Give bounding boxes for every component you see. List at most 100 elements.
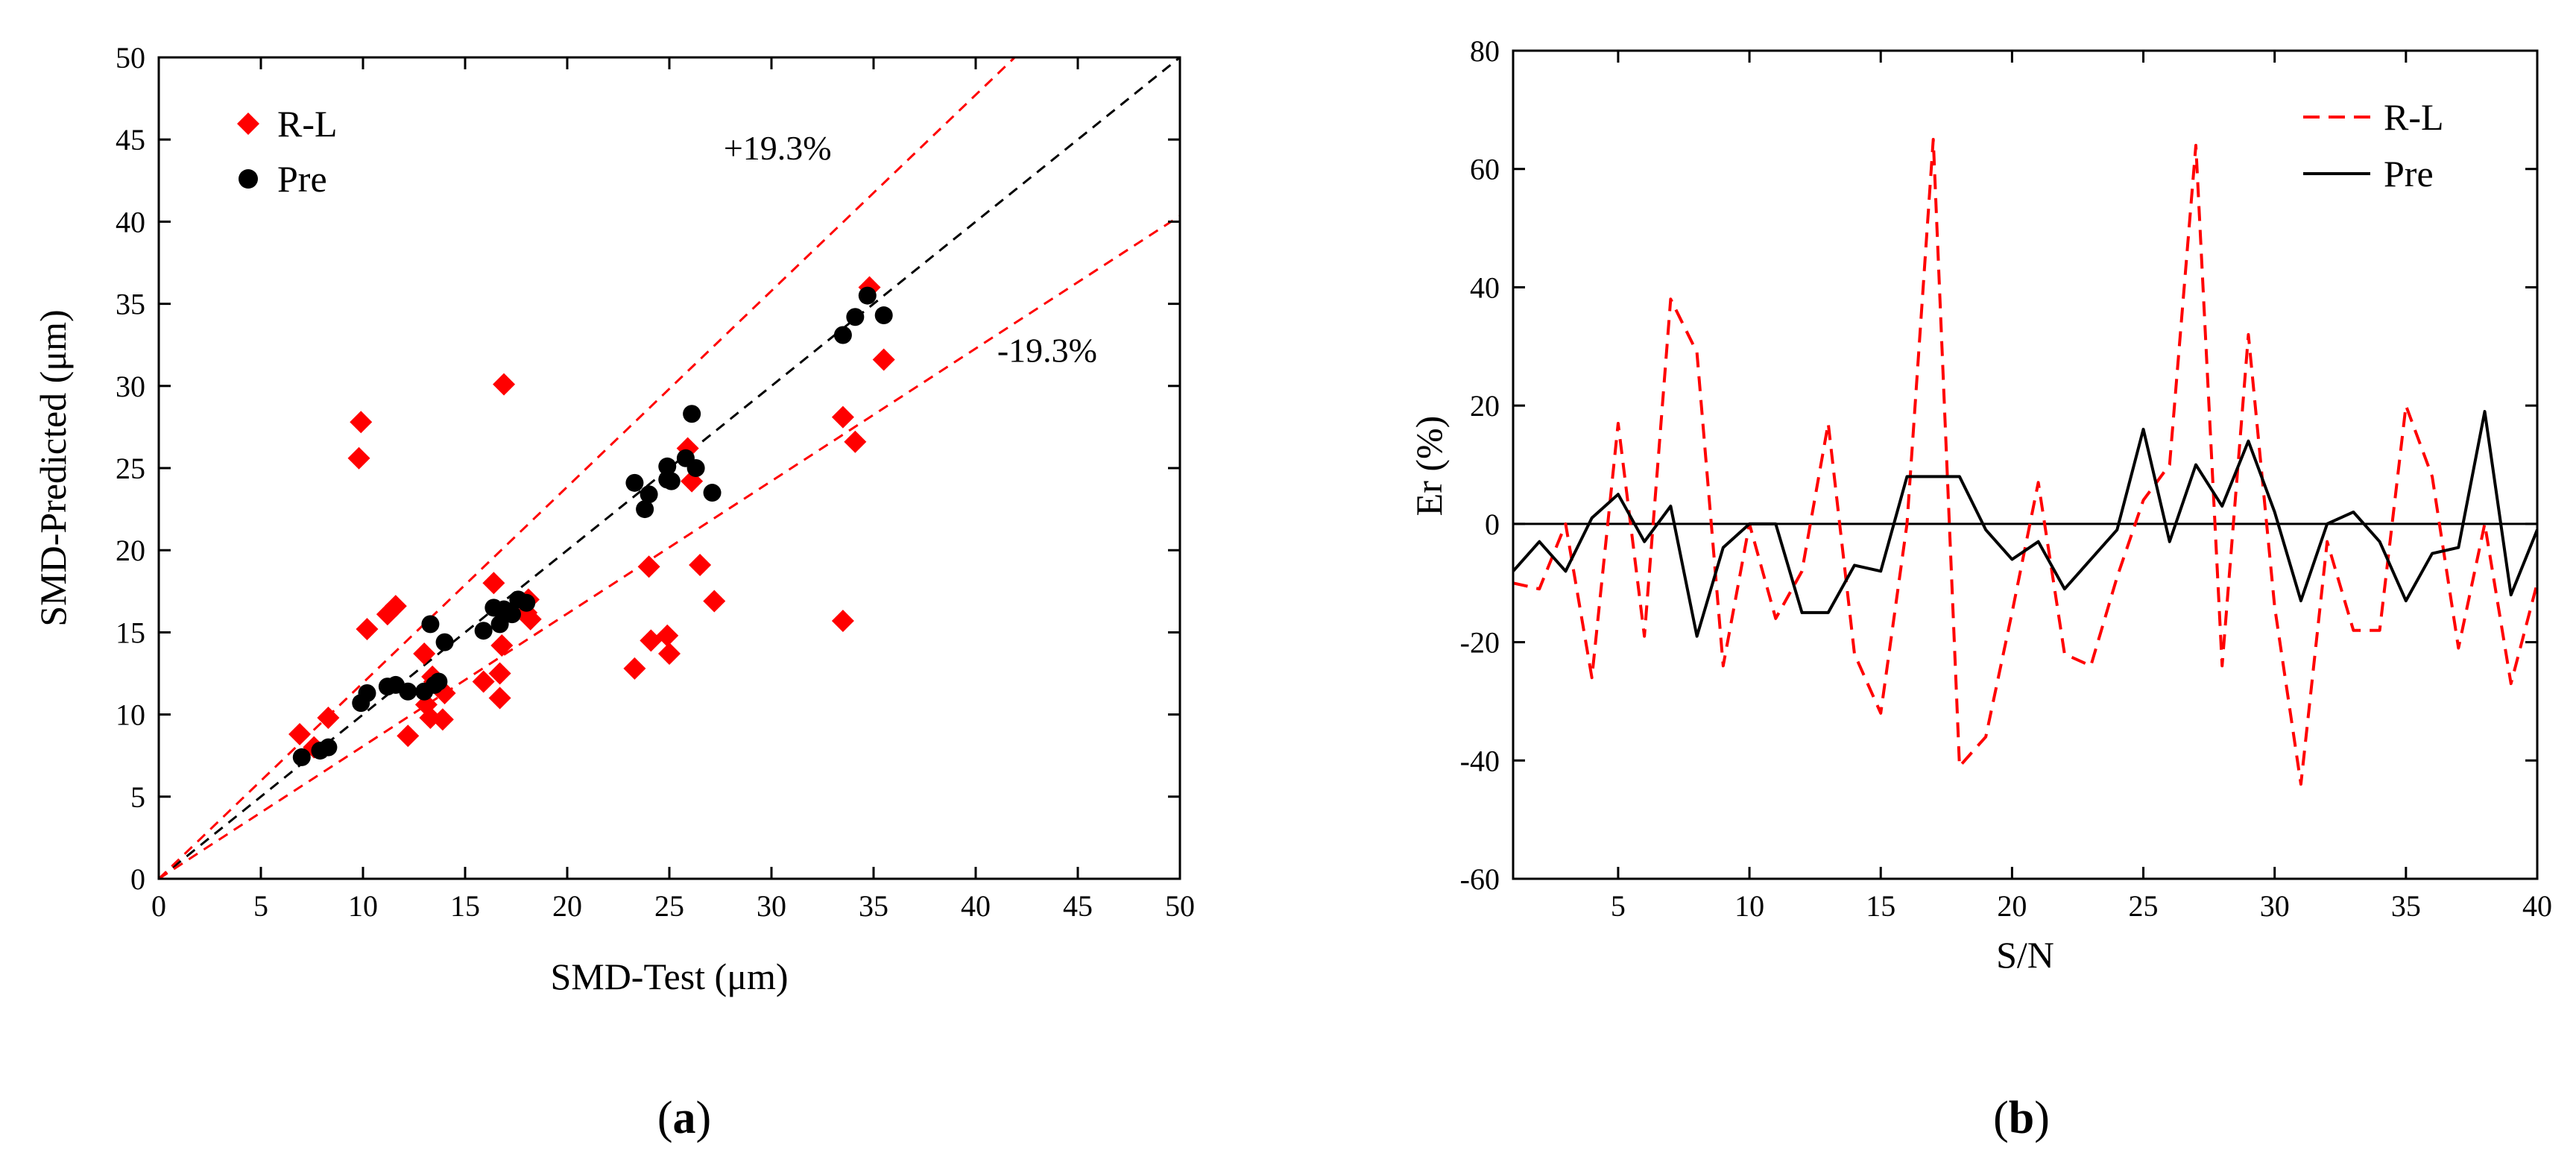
data-point [482,572,505,595]
data-point [490,615,509,634]
data-point [472,670,495,693]
data-point [623,657,646,680]
data-point [493,373,516,396]
data-point [399,682,417,701]
data-point [397,724,420,748]
scatter-chart-panel-a: 0 5 10 15 20 25 30 35 40 45 50 0 5 10 15 20 25 30 35 40 45 50… [32,41,1195,1143]
y-tick-label: 45 [116,123,145,157]
y-tick-label: -40 [1460,744,1500,777]
data-point [703,590,726,613]
data-point [703,484,722,502]
data-point [384,595,407,618]
legend: R-L Pre [2303,96,2444,195]
data-point [874,306,893,325]
x-tick-label: 35 [859,889,888,923]
y-tick-label: -20 [1460,626,1500,660]
data-point [358,683,376,702]
data-point [625,473,644,492]
data-point [356,617,379,640]
legend-label-rl: R-L [2384,96,2444,138]
x-tick-label: 5 [1611,889,1626,923]
x-tick-label: 45 [1063,889,1093,923]
y-tick-label: 25 [116,452,145,485]
data-point [490,634,514,657]
data-point [683,405,701,423]
data-point [833,326,852,344]
y-tick-label: -60 [1460,862,1500,896]
data-point [686,459,705,477]
data-point [488,662,511,685]
y-tick-label: 10 [116,698,145,732]
data-point [636,500,654,519]
x-tick-label: 50 [1165,889,1195,923]
x-tick-label: 25 [654,889,684,923]
data-point [292,748,311,766]
x-tick-label: 0 [151,889,166,923]
series-lines [1513,138,2537,786]
data-point [429,672,448,691]
y-tick-label: 30 [116,370,145,403]
legend-label-pre: Pre [2384,153,2434,195]
x-tick-label: 20 [552,889,582,923]
y-tick-label: 0 [1485,508,1500,541]
x-tick-label: 35 [2391,889,2421,923]
axis-ticks: 5 10 15 20 25 30 35 40 -60 -40 -20 0 20 40 60 80 [1460,34,2552,923]
x-tick-label: 40 [961,889,991,923]
data-point [431,708,454,731]
y-tick-label: 50 [116,41,145,75]
legend-label-rl: R-L [277,103,338,145]
legend-marker-rl [237,113,259,135]
y-tick-label: 5 [130,780,145,814]
legend-label-pre: Pre [277,158,327,200]
y-tick-label: 40 [116,205,145,239]
plot-frame [1512,49,2539,880]
y-tick-label: 80 [1470,34,1500,68]
y-tick-label: 20 [1470,389,1500,423]
axis-ticks: 0 5 10 15 20 25 30 35 40 45 50 0 5 10 15 20 25 30 35 40 45 50 [116,41,1195,923]
y-tick-label: 15 [116,616,145,649]
y-tick-label: 40 [1470,271,1500,304]
data-point [844,430,867,453]
x-tick-label: 10 [1734,889,1764,923]
data-point [435,633,454,651]
data-point [350,411,373,434]
series-pre [292,286,893,766]
data-point [662,472,681,490]
data-point [640,485,658,504]
y-tick-label: 20 [116,534,145,567]
y-axis-title: SMD-Predicted (μm) [32,309,74,626]
data-point [689,554,712,577]
data-point [831,405,854,429]
data-point [846,308,865,326]
lower-bound-annotation: -19.3% [997,331,1097,369]
x-tick-label: 15 [450,889,480,923]
x-tick-label: 20 [1997,889,2027,923]
data-point [637,555,660,578]
y-tick-label: 60 [1470,153,1500,186]
data-point [519,607,542,631]
data-point [288,723,312,746]
data-point [474,622,493,640]
data-point [347,446,370,470]
x-tick-label: 30 [757,889,786,923]
x-tick-label: 25 [2129,889,2159,923]
x-tick-label: 10 [348,889,378,923]
upper-bound-annotation: +19.3% [724,129,832,167]
data-point [319,738,338,757]
x-tick-label: 15 [1866,889,1895,923]
data-point [317,707,340,730]
data-point [831,609,854,632]
scatter-points [288,276,895,766]
x-tick-label: 30 [2260,889,2290,923]
data-point [517,593,536,612]
data-point [413,643,436,666]
y-tick-label: 35 [116,288,145,321]
line-chart-panel-b: 5 10 15 20 25 30 35 40 -60 -40 -20 0 20 40 60 80 R-L Pr… [1408,34,2552,1143]
x-tick-label: 5 [253,889,268,923]
data-point [656,624,679,647]
x-axis-title: SMD-Test (μm) [550,956,788,997]
data-point [872,348,895,371]
panel-label-b: (b) [1993,1093,2050,1143]
reference-line--19-3- [159,215,1180,879]
